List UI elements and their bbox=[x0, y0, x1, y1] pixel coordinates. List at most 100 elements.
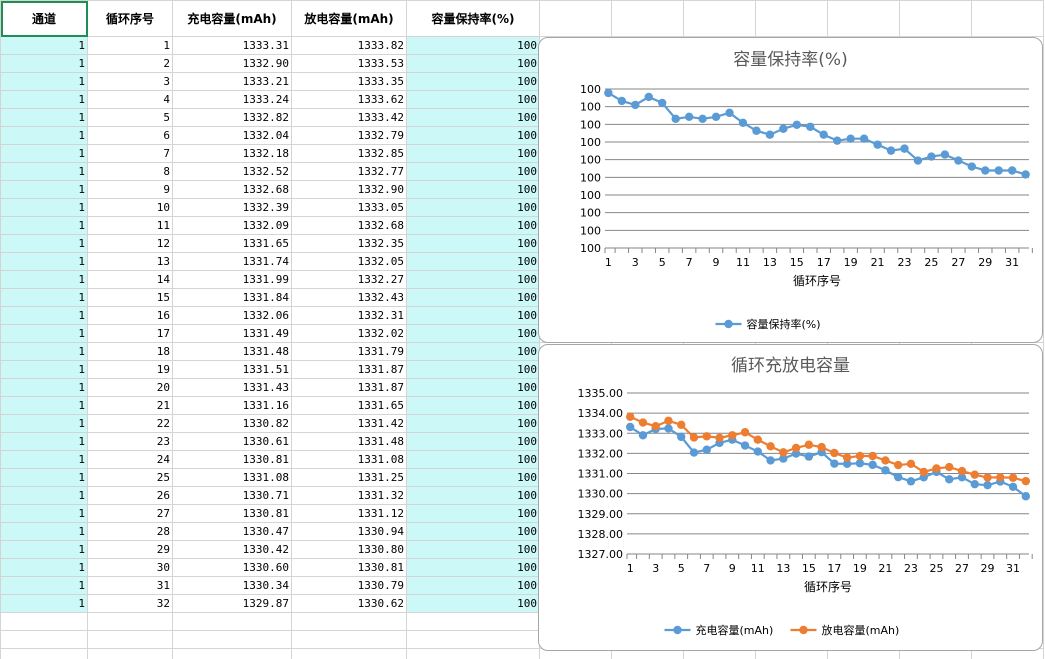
channel-cell[interactable]: 1 bbox=[0, 522, 88, 541]
discharge-capacity-cell[interactable]: 1332.68 bbox=[291, 216, 407, 235]
channel-cell[interactable]: 1 bbox=[0, 306, 88, 325]
cycle-cell[interactable]: 20 bbox=[87, 378, 173, 397]
cycle-cell[interactable]: 14 bbox=[87, 270, 173, 289]
retention-cell[interactable]: 100 bbox=[406, 360, 540, 379]
cycle-cell[interactable]: 30 bbox=[87, 558, 173, 577]
retention-cell[interactable]: 100 bbox=[406, 252, 540, 271]
channel-cell[interactable]: 1 bbox=[0, 288, 88, 307]
retention-cell[interactable]: 100 bbox=[406, 468, 540, 487]
channel-cell[interactable]: 1 bbox=[0, 432, 88, 451]
channel-cell[interactable]: 1 bbox=[0, 180, 88, 199]
charge-capacity-cell[interactable]: 1330.42 bbox=[172, 540, 292, 559]
discharge-capacity-cell[interactable]: 1332.77 bbox=[291, 162, 407, 181]
cycle-cell[interactable]: 1 bbox=[87, 36, 173, 55]
capacity-chart[interactable]: 循环充放电容量 1335.00 1334.00 1333.00 1332.00 1331.… bbox=[538, 344, 1043, 651]
column-header[interactable]: 通道 bbox=[0, 0, 88, 37]
channel-cell[interactable]: 1 bbox=[0, 576, 88, 595]
discharge-capacity-cell[interactable]: 1333.53 bbox=[291, 54, 407, 73]
charge-capacity-cell[interactable]: 1331.49 bbox=[172, 324, 292, 343]
discharge-capacity-cell[interactable]: 1332.43 bbox=[291, 288, 407, 307]
charge-capacity-cell[interactable]: 1330.47 bbox=[172, 522, 292, 541]
cycle-cell[interactable]: 26 bbox=[87, 486, 173, 505]
discharge-capacity-cell[interactable]: 1332.05 bbox=[291, 252, 407, 271]
retention-cell[interactable]: 100 bbox=[406, 450, 540, 469]
charge-capacity-cell[interactable]: 1330.34 bbox=[172, 576, 292, 595]
empty-cell[interactable] bbox=[406, 612, 540, 631]
discharge-capacity-cell[interactable]: 1331.12 bbox=[291, 504, 407, 523]
retention-cell[interactable]: 100 bbox=[406, 522, 540, 541]
cycle-cell[interactable]: 25 bbox=[87, 468, 173, 487]
discharge-capacity-cell[interactable]: 1332.02 bbox=[291, 324, 407, 343]
charge-capacity-cell[interactable]: 1330.61 bbox=[172, 432, 292, 451]
channel-cell[interactable]: 1 bbox=[0, 486, 88, 505]
retention-cell[interactable]: 100 bbox=[406, 216, 540, 235]
discharge-capacity-cell[interactable]: 1332.90 bbox=[291, 180, 407, 199]
discharge-capacity-cell[interactable]: 1333.62 bbox=[291, 90, 407, 109]
discharge-capacity-cell[interactable]: 1331.87 bbox=[291, 360, 407, 379]
cycle-cell[interactable]: 9 bbox=[87, 180, 173, 199]
charge-capacity-cell[interactable]: 1330.60 bbox=[172, 558, 292, 577]
empty-cell[interactable] bbox=[172, 630, 292, 649]
channel-cell[interactable]: 1 bbox=[0, 504, 88, 523]
cycle-cell[interactable]: 3 bbox=[87, 72, 173, 91]
empty-cell[interactable] bbox=[406, 630, 540, 649]
channel-cell[interactable]: 1 bbox=[0, 252, 88, 271]
charge-capacity-cell[interactable]: 1329.87 bbox=[172, 594, 292, 613]
charge-capacity-cell[interactable]: 1330.81 bbox=[172, 450, 292, 469]
retention-cell[interactable]: 100 bbox=[406, 432, 540, 451]
retention-cell[interactable]: 100 bbox=[406, 198, 540, 217]
retention-cell[interactable]: 100 bbox=[406, 270, 540, 289]
retention-cell[interactable]: 100 bbox=[406, 540, 540, 559]
retention-cell[interactable]: 100 bbox=[406, 36, 540, 55]
empty-cell[interactable] bbox=[291, 612, 407, 631]
retention-cell[interactable]: 100 bbox=[406, 90, 540, 109]
retention-cell[interactable]: 100 bbox=[406, 180, 540, 199]
discharge-capacity-cell[interactable]: 1331.32 bbox=[291, 486, 407, 505]
channel-cell[interactable]: 1 bbox=[0, 90, 88, 109]
channel-cell[interactable]: 1 bbox=[0, 414, 88, 433]
cycle-cell[interactable]: 28 bbox=[87, 522, 173, 541]
column-header[interactable]: 放电容量(mAh) bbox=[291, 0, 407, 37]
charge-capacity-cell[interactable]: 1332.68 bbox=[172, 180, 292, 199]
cycle-cell[interactable]: 23 bbox=[87, 432, 173, 451]
channel-cell[interactable]: 1 bbox=[0, 558, 88, 577]
charge-capacity-cell[interactable]: 1332.09 bbox=[172, 216, 292, 235]
cycle-cell[interactable]: 10 bbox=[87, 198, 173, 217]
channel-cell[interactable]: 1 bbox=[0, 126, 88, 145]
discharge-capacity-cell[interactable]: 1330.94 bbox=[291, 522, 407, 541]
cycle-cell[interactable]: 21 bbox=[87, 396, 173, 415]
charge-capacity-cell[interactable]: 1331.84 bbox=[172, 288, 292, 307]
discharge-capacity-cell[interactable]: 1333.35 bbox=[291, 72, 407, 91]
channel-cell[interactable]: 1 bbox=[0, 54, 88, 73]
empty-cell[interactable] bbox=[406, 648, 540, 659]
channel-cell[interactable]: 1 bbox=[0, 396, 88, 415]
retention-cell[interactable]: 100 bbox=[406, 306, 540, 325]
retention-cell[interactable]: 100 bbox=[406, 594, 540, 613]
cycle-cell[interactable]: 16 bbox=[87, 306, 173, 325]
empty-cell[interactable] bbox=[172, 612, 292, 631]
charge-capacity-cell[interactable]: 1330.71 bbox=[172, 486, 292, 505]
cycle-cell[interactable]: 2 bbox=[87, 54, 173, 73]
charge-capacity-cell[interactable]: 1331.16 bbox=[172, 396, 292, 415]
cycle-cell[interactable]: 24 bbox=[87, 450, 173, 469]
discharge-capacity-cell[interactable]: 1332.35 bbox=[291, 234, 407, 253]
empty-cell[interactable] bbox=[87, 630, 173, 649]
retention-cell[interactable]: 100 bbox=[406, 126, 540, 145]
charge-capacity-cell[interactable]: 1331.74 bbox=[172, 252, 292, 271]
discharge-capacity-cell[interactable]: 1331.87 bbox=[291, 378, 407, 397]
empty-cell[interactable] bbox=[539, 0, 612, 37]
cycle-cell[interactable]: 29 bbox=[87, 540, 173, 559]
retention-cell[interactable]: 100 bbox=[406, 396, 540, 415]
empty-cell[interactable] bbox=[0, 612, 88, 631]
empty-cell[interactable] bbox=[611, 0, 684, 37]
charge-capacity-cell[interactable]: 1330.81 bbox=[172, 504, 292, 523]
retention-cell[interactable]: 100 bbox=[406, 54, 540, 73]
channel-cell[interactable]: 1 bbox=[0, 72, 88, 91]
empty-cell[interactable] bbox=[971, 0, 1044, 37]
retention-chart[interactable]: 容量保持率(%) 100 100 100 100 100 100 100 100 100 100 1 3… bbox=[538, 37, 1043, 343]
empty-cell[interactable] bbox=[755, 0, 828, 37]
charge-capacity-cell[interactable]: 1331.51 bbox=[172, 360, 292, 379]
channel-cell[interactable]: 1 bbox=[0, 594, 88, 613]
empty-cell[interactable] bbox=[291, 648, 407, 659]
charge-capacity-cell[interactable]: 1332.90 bbox=[172, 54, 292, 73]
